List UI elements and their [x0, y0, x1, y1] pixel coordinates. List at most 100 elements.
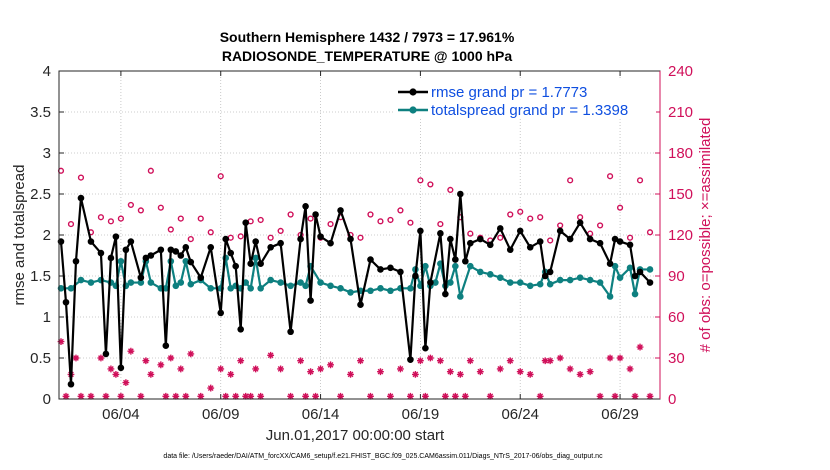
- obs-possible-point: [67, 220, 75, 228]
- totalspread-point: [606, 293, 614, 300]
- obs-assimilated-point: [142, 357, 150, 365]
- totalspread-point: [67, 285, 75, 292]
- obs-possible-point: [567, 177, 574, 184]
- x-tick-label: 06/09: [202, 406, 240, 423]
- obs-assimilated-point: [436, 357, 444, 365]
- y-right-tick-label: 30: [668, 350, 685, 367]
- y-tick-label: 0: [43, 391, 51, 408]
- y-axis-right-ticks: 0 30 60 90 120 150 180 210 240: [655, 63, 693, 408]
- obs-possible-point: [626, 234, 634, 241]
- x-tick-label: 06/29: [601, 406, 639, 423]
- totalspread-point: [556, 276, 564, 284]
- obs-assimilated-point: [232, 392, 240, 400]
- rmse-point: [467, 239, 474, 247]
- obs-assimilated-point: [187, 350, 195, 358]
- obs-possible-point: [127, 201, 134, 209]
- totalspread-point: [616, 274, 624, 281]
- totalspread-point: [327, 282, 334, 290]
- obs-possible-point: [616, 204, 624, 211]
- rmse-point: [157, 246, 165, 254]
- rmse-point: [122, 246, 130, 254]
- obs-assimilated-point: [476, 368, 484, 376]
- obs-assimilated-point: [387, 392, 394, 400]
- rmse-point: [242, 219, 249, 226]
- obs-assimilated-point: [177, 365, 185, 373]
- obs-possible-point: [437, 220, 444, 228]
- y-axis-ticks: 0 0.5 1 1.5 2 2.5 3 3.5 4: [30, 63, 64, 408]
- obs-assimilated-point: [357, 357, 364, 365]
- obs-assimilated-point: [626, 365, 634, 373]
- obs-assimilated-point: [646, 392, 654, 400]
- obs-assimilated-point: [397, 365, 404, 373]
- obs-possible-point: [207, 229, 214, 236]
- rmse-point: [576, 219, 584, 226]
- obs-possible-point: [636, 177, 644, 184]
- totalspread-point: [77, 276, 85, 284]
- obs-assimilated-point: [536, 392, 544, 400]
- obs-assimilated-point: [461, 392, 469, 400]
- rmse-point: [167, 246, 175, 254]
- obs-possible-point: [557, 222, 564, 229]
- y-tick-label: 3.5: [30, 104, 51, 121]
- obs-possible-point: [527, 215, 534, 222]
- y-tick-label: 1.5: [30, 268, 51, 285]
- obs-assimilated-point: [172, 392, 180, 400]
- obs-assimilated-point: [137, 392, 145, 400]
- obs-assimilated-point: [97, 354, 105, 362]
- rmse-point: [476, 235, 484, 243]
- rmse-point: [297, 235, 304, 243]
- obs-possible-point: [377, 218, 384, 225]
- obs-possible-point: [447, 186, 454, 194]
- y-right-tick-label: 210: [668, 104, 693, 121]
- obs-assimilated-point: [636, 343, 644, 351]
- totalspread-point: [506, 279, 514, 286]
- y-right-tick-label: 0: [668, 391, 676, 408]
- obs-assimilated-point: [451, 392, 459, 400]
- rmse-point: [237, 326, 244, 333]
- rmse-point: [437, 230, 444, 237]
- obs-possible-point: [507, 211, 514, 218]
- rmse-point: [347, 235, 354, 243]
- obs-assimilated-point: [122, 379, 130, 386]
- obs-assimilated-point: [377, 368, 384, 376]
- totalspread-point: [526, 282, 534, 290]
- totalspread-point: [486, 271, 494, 278]
- obs-assimilated-point: [446, 368, 454, 376]
- y-tick-label: 2.5: [30, 186, 51, 203]
- totalspread-point: [347, 289, 354, 296]
- obs-possible-point: [427, 181, 434, 188]
- rmse-point: [556, 227, 564, 235]
- totalspread-point: [127, 279, 135, 286]
- rmse-point: [506, 246, 514, 254]
- obs-assimilated-point: [247, 392, 255, 400]
- obs-assimilated-point: [347, 371, 354, 378]
- obs-assimilated-point: [207, 384, 215, 392]
- rmse-point: [302, 203, 309, 210]
- obs-assimilated-point: [162, 392, 170, 400]
- x-tick-label: 06/14: [302, 406, 340, 423]
- obs-assimilated-point: [367, 392, 374, 400]
- rmse-point: [407, 356, 414, 363]
- totalspread-point: [227, 285, 235, 292]
- rmse-point: [67, 380, 75, 388]
- obs-possible-point: [107, 218, 115, 225]
- rmse-point: [377, 266, 384, 273]
- rmse-point: [447, 235, 454, 243]
- obs-assimilated-point: [242, 392, 250, 400]
- obs-assimilated-point: [526, 371, 534, 378]
- obs-possible-point: [287, 211, 294, 218]
- obs-assimilated-point: [611, 392, 619, 400]
- obs-assimilated-point: [541, 357, 549, 365]
- obs-assimilated-point: [412, 371, 419, 378]
- obs-possible-point: [187, 236, 194, 243]
- rmse-point: [496, 225, 504, 232]
- rmse-point: [631, 272, 639, 280]
- legend-rmse-marker: [409, 88, 417, 96]
- x-tick-label: 06/24: [501, 406, 539, 423]
- rmse-point: [566, 235, 574, 243]
- legend-spread-marker: [409, 106, 417, 114]
- rmse-point: [317, 233, 324, 240]
- rmse-point: [457, 190, 464, 198]
- obs-assimilated-point: [237, 357, 245, 365]
- obs-assimilated-point: [77, 392, 85, 400]
